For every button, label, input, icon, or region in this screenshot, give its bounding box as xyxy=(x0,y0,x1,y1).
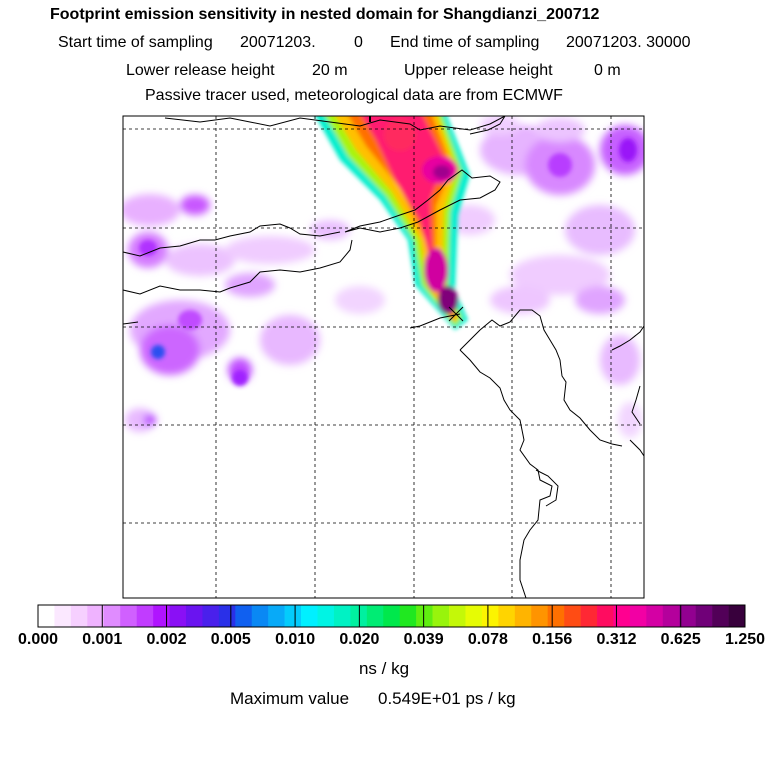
colorbar-swatch xyxy=(70,605,88,627)
colorbar xyxy=(37,604,746,628)
colorbar-swatch xyxy=(383,605,401,627)
colorbar-swatch xyxy=(597,605,614,627)
colorbar-tick-label: 0.010 xyxy=(275,631,315,648)
colorbar-swatch xyxy=(185,605,203,627)
medium-sensitivity-patches xyxy=(139,138,637,386)
colorbar-tick-label: 0.156 xyxy=(532,631,572,648)
colorbar-swatch xyxy=(317,605,335,627)
colorbar-swatch xyxy=(350,605,368,627)
colorbar-tick-label: 0.001 xyxy=(82,631,122,648)
colorbar-tick-label: 0.000 xyxy=(18,631,58,648)
colorbar-swatch xyxy=(712,605,729,627)
colorbar-swatch xyxy=(679,605,696,627)
coastlines xyxy=(123,116,644,598)
colorbar-swatch xyxy=(268,605,285,627)
colorbar-tick-labels: 0.000 0.001 0.002 0.005 0.010 0.020 0.039 0.078… xyxy=(18,631,765,648)
tracer-note: Passive tracer used, meteorological data… xyxy=(145,87,563,104)
lower-height-value: 20 m xyxy=(312,62,348,79)
upper-height-value: 0 m xyxy=(594,62,621,79)
colorbar-tick-label: 0.002 xyxy=(146,631,186,648)
start-time-label: Start time of sampling xyxy=(58,34,213,51)
colorbar-swatch xyxy=(366,605,384,627)
max-value-label: Maximum value xyxy=(230,689,349,708)
colorbar-swatch xyxy=(54,605,72,627)
map-title: Footprint emission sensitivity in nested… xyxy=(50,6,600,23)
colorbar-swatch xyxy=(136,605,154,627)
start-time-hour: 0 xyxy=(354,34,363,51)
colorbar-swatch xyxy=(564,605,581,627)
colorbar-swatch xyxy=(284,605,302,627)
colorbar-unit: ns / kg xyxy=(359,659,409,678)
colorbar-swatch xyxy=(498,605,516,627)
colorbar-tick-label: 1.250 xyxy=(725,631,765,648)
colorbar-swatch xyxy=(662,605,680,627)
colorbar-swatch xyxy=(580,605,598,627)
start-time-value: 20071203. xyxy=(240,34,316,51)
colorbar-swatch xyxy=(251,605,269,627)
plume xyxy=(315,116,470,330)
colorbar-swatch xyxy=(695,605,713,627)
colorbar-swatch xyxy=(646,605,664,627)
lat-lon-grid xyxy=(123,116,644,598)
colorbar-swatch xyxy=(87,605,105,627)
colorbar-frame xyxy=(37,604,746,628)
colorbar-tick-label: 0.625 xyxy=(661,631,701,648)
end-time-label: End time of sampling xyxy=(390,34,540,51)
colorbar-swatch xyxy=(38,605,55,627)
colorbar-swatch xyxy=(449,605,466,627)
colorbar-swatch xyxy=(547,605,565,627)
colorbar-swatch xyxy=(514,605,532,627)
colorbar-swatch xyxy=(465,605,483,627)
colorbar-swatch xyxy=(218,605,236,627)
max-value: 0.549E+01 ps / kg xyxy=(378,689,516,708)
colorbar-swatch xyxy=(399,605,417,627)
upper-height-label: Upper release height xyxy=(404,62,553,79)
colorbar-swatch xyxy=(432,605,450,627)
end-time-value: 20071203. 30000 xyxy=(566,34,691,51)
colorbar-tick-label: 0.078 xyxy=(468,631,508,648)
colorbar-swatch xyxy=(301,605,318,627)
colorbar-swatch xyxy=(153,605,170,627)
colorbar-swatch xyxy=(235,605,253,627)
colorbar-swatch xyxy=(103,605,121,627)
receptor-marker xyxy=(448,306,464,322)
colorbar-swatch xyxy=(333,605,351,627)
lower-height-label: Lower release height xyxy=(126,62,275,79)
colorbar-swatch xyxy=(120,605,137,627)
colorbar-swatch xyxy=(481,605,499,627)
map-frame xyxy=(122,115,645,599)
colorbar-swatch xyxy=(629,605,647,627)
colorbar-tick-label: 0.005 xyxy=(211,631,251,648)
colorbar-tick-label: 0.020 xyxy=(339,631,379,648)
colorbar-swatch xyxy=(728,605,746,627)
colorbar-swatch xyxy=(613,605,631,627)
colorbar-swatch xyxy=(169,605,187,627)
colorbar-swatch xyxy=(416,605,433,627)
colorbar-tick-label: 0.039 xyxy=(404,631,444,648)
colorbar-swatch xyxy=(202,605,220,627)
footprint-field xyxy=(123,116,644,598)
colorbar-swatch xyxy=(531,605,548,627)
colorbar-tick-label: 0.312 xyxy=(596,631,636,648)
